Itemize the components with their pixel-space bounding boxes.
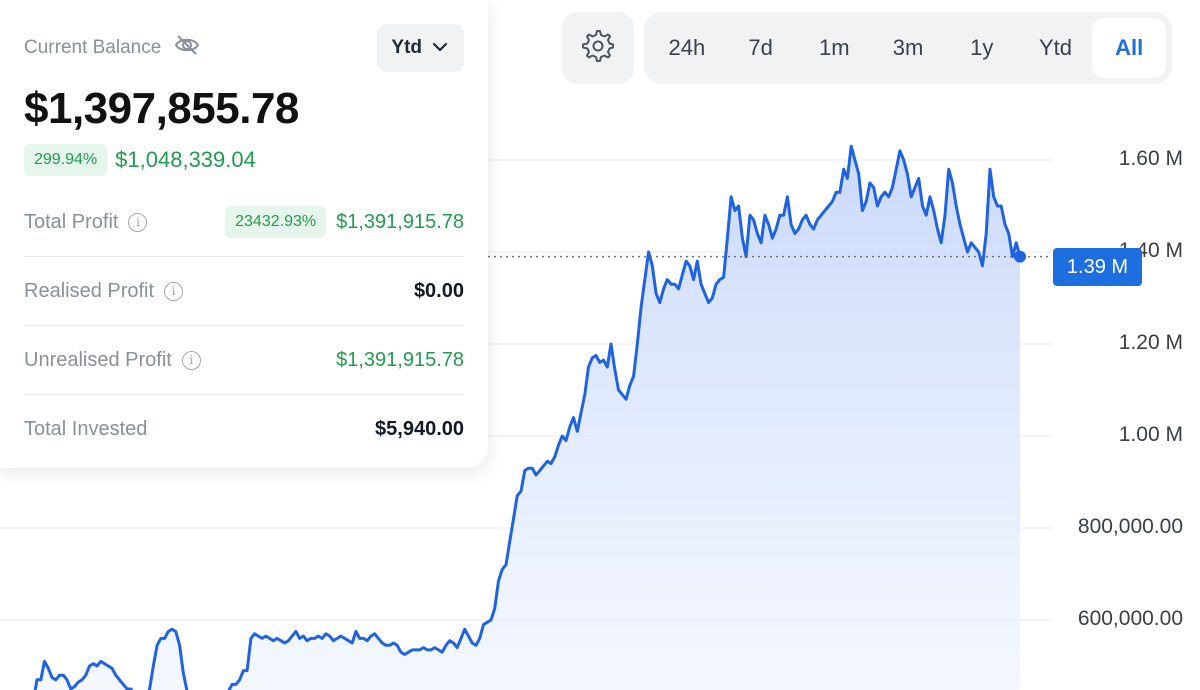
settings-button[interactable] [562, 12, 634, 84]
balance-card-header: Current Balance Ytd [24, 24, 464, 72]
eye-off-icon[interactable] [173, 33, 201, 63]
range-tab-24h[interactable]: 24h [668, 35, 706, 60]
change-percent-badge: 299.94% [24, 144, 108, 176]
change-amount: $1,048,339.04 [115, 147, 256, 172]
total-profit-label: Total Profit [24, 210, 119, 233]
balance-label-group: Current Balance [24, 33, 201, 63]
chart-area-fill [22, 146, 1020, 690]
total-invested-row: Total Invested $5,940.00 [24, 395, 464, 464]
total-invested-value: $5,940.00 [375, 418, 464, 440]
total-invested-label: Total Invested [24, 418, 148, 440]
range-tab-3m[interactable]: 3m [892, 35, 924, 60]
total-profit-value: $1,391,915.78 [336, 210, 464, 233]
y-tick-label: 1.00 M [1118, 423, 1183, 446]
range-tab-1y[interactable]: 1y [970, 35, 994, 60]
y-tick-label: 1.60 M [1118, 147, 1183, 170]
chart-series-line [33, 144, 1022, 690]
range-tab-ytd[interactable]: Ytd [1038, 35, 1072, 60]
total-profit-percent-badge: 23432.93% [225, 206, 327, 238]
time-range-selector: 24h 7d 1m 3m 1y Ytd All [644, 12, 1172, 84]
realised-profit-label: Realised Profit [24, 279, 155, 302]
info-icon[interactable]: i [181, 350, 201, 370]
current-value-dot[interactable] [1014, 250, 1026, 263]
balance-change: 299.94% $1,048,339.04 [24, 144, 464, 176]
y-tick-label: 1.20 M [1118, 331, 1183, 354]
period-dropdown[interactable]: Ytd [377, 24, 464, 72]
period-dropdown-label: Ytd [391, 37, 422, 58]
profit-rows: Total Profit i 23432.93% $1,391,915.78 R… [24, 188, 464, 464]
info-icon[interactable]: i [128, 212, 148, 232]
chevron-down-icon [432, 37, 448, 59]
balance-label: Current Balance [24, 37, 162, 58]
y-tick-label: 800,000.00 [1077, 515, 1183, 538]
unrealised-profit-value: $1,391,915.78 [336, 348, 464, 371]
unrealised-profit-row: Unrealised Profit i $1,391,915.78 [24, 326, 464, 395]
total-profit-row: Total Profit i 23432.93% $1,391,915.78 [24, 188, 464, 257]
balance-card: Current Balance Ytd $1,397,855.78 299.94… [0, 0, 488, 468]
realised-profit-row: Realised Profit i $0.00 [24, 257, 464, 326]
y-tick-label: 600,000.00 [1077, 607, 1183, 630]
realised-profit-value: $0.00 [413, 279, 464, 302]
range-tab-1m[interactable]: 1m [819, 35, 850, 60]
info-icon[interactable]: i [164, 281, 184, 301]
range-tab-7d[interactable]: 7d [748, 35, 773, 60]
current-balance: $1,397,855.78 [24, 84, 299, 133]
gear-icon [580, 28, 616, 69]
range-tab-all[interactable]: All [1092, 18, 1167, 78]
unrealised-profit-label: Unrealised Profit [24, 348, 172, 371]
current-value-label: 1.39 M [1053, 248, 1142, 286]
